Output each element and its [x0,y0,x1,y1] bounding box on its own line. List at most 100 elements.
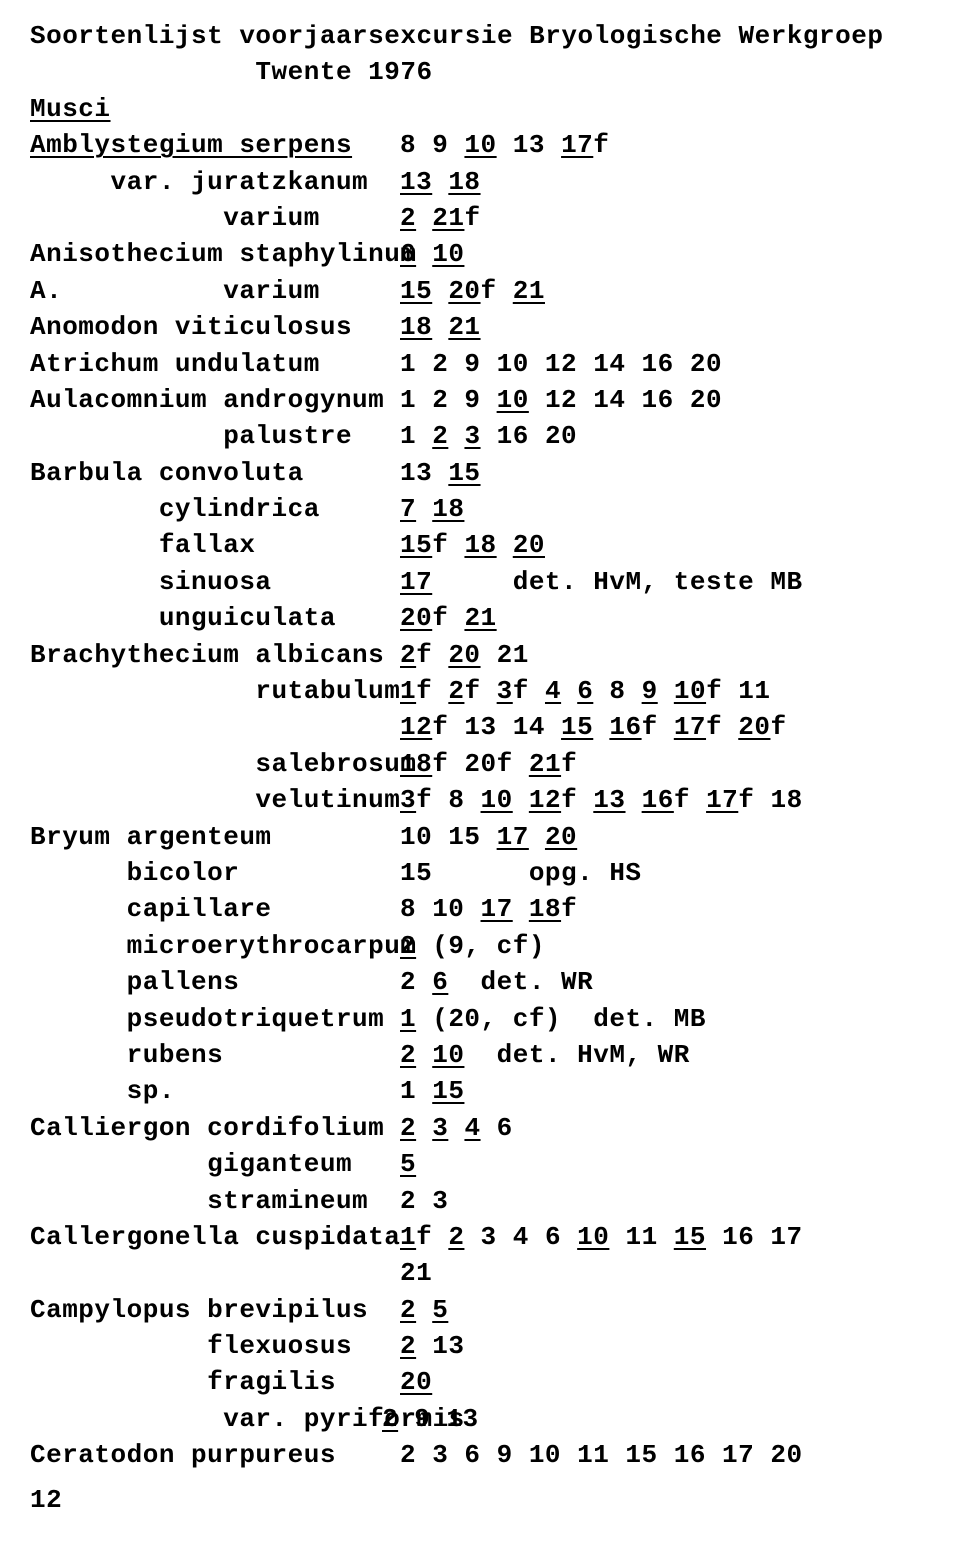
species-name: Anomodon viticulosus [30,309,400,345]
species-sites: 17 det. HvM, teste MB [400,564,960,600]
species-row: palustre1 2 3 16 20 [30,418,960,454]
species-row: Calliergon cordifolium2 3 4 6 [30,1110,960,1146]
species-name: rubens [30,1037,400,1073]
species-name: Amblystegium serpens [30,127,400,163]
species-row: rubens2 10 det. HvM, WR [30,1037,960,1073]
species-row: Brachythecium albicans2f 20 21 [30,637,960,673]
species-row: A. varium15 20f 21 [30,273,960,309]
species-name [30,1255,400,1291]
species-name: capillare [30,891,400,927]
species-name: sinuosa [30,564,400,600]
species-row: sinuosa17 det. HvM, teste MB [30,564,960,600]
title-line-2: Twente 1976 [30,54,960,90]
species-sites: 1 15 [400,1073,960,1109]
species-sites: 2 (9, cf) [400,928,960,964]
species-sites: 1 2 9 10 12 14 16 20 [400,382,960,418]
species-sites: 2 9 13 [400,1401,960,1437]
species-name: Brachythecium albicans [30,637,400,673]
species-name: palustre [30,418,400,454]
species-name: Campylopus brevipilus [30,1292,400,1328]
species-sites: 10 15 17 20 [400,819,960,855]
species-sites: 5 [400,1146,960,1182]
species-sites: 21 [400,1255,960,1291]
species-sites: 1 (20, cf) det. MB [400,1001,960,1037]
species-sites: 13 18 [400,164,960,200]
species-sites: 20f 21 [400,600,960,636]
species-row: Bryum argenteum10 15 17 20 [30,819,960,855]
page-number: 12 [30,1482,960,1518]
species-sites: 2 3 [400,1183,960,1219]
species-name: pallens [30,964,400,1000]
species-row: Callergonella cuspidata1f 2 3 4 6 10 11 … [30,1219,960,1255]
species-sites: 8 10 17 18f [400,891,960,927]
species-sites: 3f 8 10 12f 13 16f 17f 18 [400,782,960,818]
species-name: Callergonella cuspidata [30,1219,400,1255]
species-row: Barbula convoluta13 15 [30,455,960,491]
species-row: Ceratodon purpureus2 3 6 9 10 11 15 16 1… [30,1437,960,1473]
species-name: rutabulum [30,673,400,709]
species-name: microerythrocarpum [30,928,400,964]
species-sites: 15 20f 21 [400,273,960,309]
species-sites: 6 10 [400,236,960,272]
species-row: giganteum5 [30,1146,960,1182]
species-name: fragilis [30,1364,400,1400]
species-row: salebrosum18f 20f 21f [30,746,960,782]
species-row: unguiculata20f 21 [30,600,960,636]
species-sites: 2 6 det. WR [400,964,960,1000]
species-row: velutinum3f 8 10 12f 13 16f 17f 18 [30,782,960,818]
species-name: bicolor [30,855,400,891]
species-row: var. pyriformis2 9 13 [30,1401,960,1437]
species-name: velutinum [30,782,400,818]
species-sites: 2 13 [400,1328,960,1364]
species-name: Calliergon cordifolium [30,1110,400,1146]
species-name: Aulacomnium androgynum [30,382,400,418]
species-row: Aulacomnium androgynum1 2 9 10 12 14 16 … [30,382,960,418]
species-sites: 8 9 10 13 17f [400,127,960,163]
species-row: stramineum2 3 [30,1183,960,1219]
species-name: Atrichum undulatum [30,346,400,382]
species-name: var. juratzkanum [30,164,400,200]
species-row: var. juratzkanum13 18 [30,164,960,200]
species-row: Anisothecium staphylinum6 10 [30,236,960,272]
species-name: stramineum [30,1183,400,1219]
species-sites: 2 10 det. HvM, WR [400,1037,960,1073]
species-name: sp. [30,1073,400,1109]
species-row: flexuosus2 13 [30,1328,960,1364]
species-name: giganteum [30,1146,400,1182]
species-name: varium [30,200,400,236]
species-sites: 7 18 [400,491,960,527]
species-sites: 1f 2f 3f 4 6 8 9 10f 11 [400,673,960,709]
species-row: fragilis20 [30,1364,960,1400]
species-list: Amblystegium serpens8 9 10 13 17f var. j… [30,127,960,1473]
species-sites: 2f 20 21 [400,637,960,673]
species-row: Amblystegium serpens8 9 10 13 17f [30,127,960,163]
species-name: fallax [30,527,400,563]
species-sites: 13 15 [400,455,960,491]
species-name: salebrosum [30,746,400,782]
species-row: 12f 13 14 15 16f 17f 20f [30,709,960,745]
species-name: Bryum argenteum [30,819,400,855]
species-row: fallax15f 18 20 [30,527,960,563]
species-name: flexuosus [30,1328,400,1364]
species-row: varium2 21f [30,200,960,236]
species-row: rutabulum1f 2f 3f 4 6 8 9 10f 11 [30,673,960,709]
title-line-1: Soortenlijst voorjaarsexcursie Bryologis… [30,18,960,54]
species-sites: 18 21 [400,309,960,345]
species-row: pseudotriquetrum1 (20, cf) det. MB [30,1001,960,1037]
species-name [30,709,400,745]
species-name: cylindrica [30,491,400,527]
species-sites: 2 3 4 6 [400,1110,960,1146]
species-row: Atrichum undulatum1 2 9 10 12 14 16 20 [30,346,960,382]
species-sites: 12f 13 14 15 16f 17f 20f [400,709,960,745]
species-row: Anomodon viticulosus18 21 [30,309,960,345]
species-sites: 1f 2 3 4 6 10 11 15 16 17 [400,1219,960,1255]
species-row: Campylopus brevipilus2 5 [30,1292,960,1328]
species-name: Barbula convoluta [30,455,400,491]
species-row: 21 [30,1255,960,1291]
species-sites: 18f 20f 21f [400,746,960,782]
species-sites: 20 [400,1364,960,1400]
species-row: pallens2 6 det. WR [30,964,960,1000]
species-row: bicolor15 opg. HS [30,855,960,891]
heading-musci: Musci [30,91,960,127]
species-name: pseudotriquetrum [30,1001,400,1037]
